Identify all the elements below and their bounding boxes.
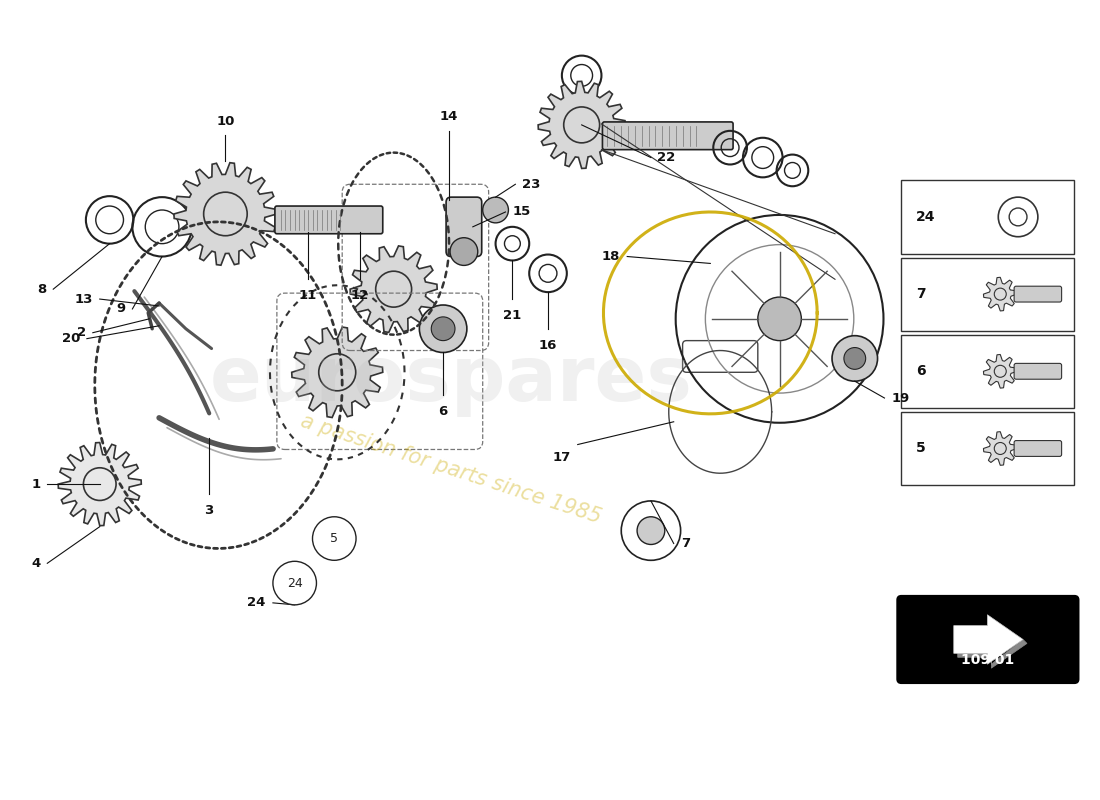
Circle shape (832, 336, 878, 381)
FancyBboxPatch shape (898, 596, 1078, 683)
Text: a passion for parts since 1985: a passion for parts since 1985 (298, 411, 604, 527)
Text: 6: 6 (439, 405, 448, 418)
Text: 15: 15 (513, 206, 530, 218)
Polygon shape (350, 246, 437, 333)
Circle shape (450, 238, 477, 266)
FancyBboxPatch shape (1014, 286, 1062, 302)
FancyBboxPatch shape (1014, 441, 1062, 457)
Circle shape (312, 517, 356, 560)
Polygon shape (958, 639, 1027, 668)
Circle shape (994, 442, 1006, 454)
Text: 20: 20 (62, 332, 80, 345)
Text: 24: 24 (287, 577, 303, 590)
Polygon shape (983, 432, 1018, 466)
Text: 10: 10 (217, 115, 234, 128)
Circle shape (431, 317, 455, 341)
Text: 19: 19 (891, 391, 910, 405)
Text: 5: 5 (916, 442, 926, 455)
Text: 5: 5 (330, 532, 339, 545)
FancyBboxPatch shape (683, 341, 758, 372)
Circle shape (319, 354, 355, 390)
Text: 23: 23 (522, 178, 541, 190)
Text: 8: 8 (37, 282, 46, 296)
Text: 14: 14 (440, 110, 459, 123)
Text: 24: 24 (246, 596, 265, 610)
Text: 13: 13 (75, 293, 92, 306)
Text: 4: 4 (31, 557, 41, 570)
Circle shape (994, 366, 1006, 378)
Polygon shape (292, 327, 383, 418)
Text: 21: 21 (504, 309, 521, 322)
FancyBboxPatch shape (901, 334, 1075, 408)
Circle shape (758, 297, 802, 341)
Text: 3: 3 (204, 504, 213, 517)
FancyBboxPatch shape (447, 197, 482, 257)
Polygon shape (58, 442, 141, 526)
FancyBboxPatch shape (901, 412, 1075, 485)
FancyBboxPatch shape (603, 122, 733, 150)
Circle shape (273, 562, 317, 605)
FancyBboxPatch shape (901, 258, 1075, 330)
Text: 24: 24 (916, 210, 936, 224)
Text: 12: 12 (351, 289, 370, 302)
Polygon shape (174, 162, 277, 266)
Text: 7: 7 (916, 287, 926, 301)
Circle shape (419, 305, 466, 353)
FancyBboxPatch shape (275, 206, 383, 234)
Circle shape (376, 271, 411, 307)
Text: 6: 6 (916, 364, 926, 378)
Text: 9: 9 (117, 302, 125, 315)
Text: 109 01: 109 01 (961, 653, 1014, 667)
Polygon shape (983, 278, 1018, 311)
Circle shape (637, 517, 664, 545)
Text: 2: 2 (77, 326, 86, 339)
Polygon shape (538, 82, 625, 169)
FancyBboxPatch shape (901, 180, 1075, 254)
Circle shape (563, 107, 600, 143)
Text: 18: 18 (602, 250, 620, 263)
Text: 7: 7 (681, 537, 690, 550)
Polygon shape (954, 614, 1023, 664)
Circle shape (483, 197, 508, 223)
Circle shape (844, 347, 866, 370)
FancyBboxPatch shape (1014, 363, 1062, 379)
Text: eurospares: eurospares (210, 343, 693, 418)
Circle shape (994, 288, 1006, 300)
Text: 22: 22 (657, 151, 675, 164)
Text: 11: 11 (298, 289, 317, 302)
Text: 16: 16 (539, 338, 558, 352)
Circle shape (84, 468, 117, 501)
Text: 1: 1 (31, 478, 41, 490)
Text: 17: 17 (553, 451, 571, 465)
Circle shape (204, 192, 248, 236)
Polygon shape (983, 354, 1018, 388)
